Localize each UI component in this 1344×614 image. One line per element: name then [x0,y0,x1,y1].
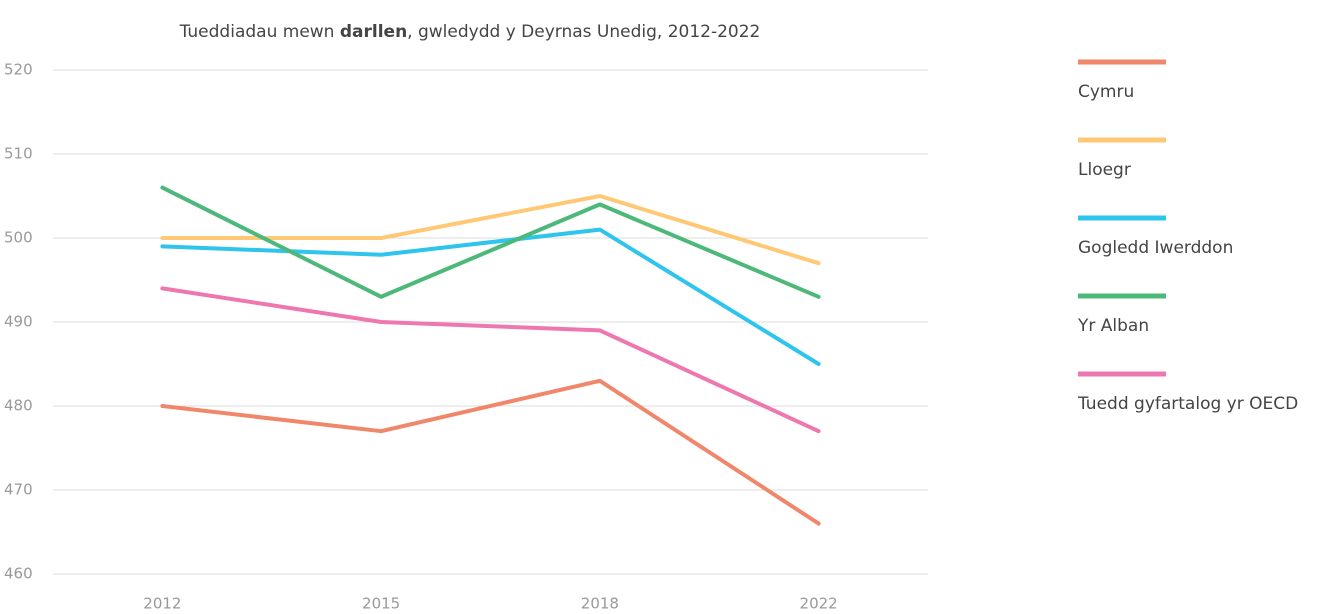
title-part: Tueddiadau mewn [179,22,340,42]
legend-label: Yr Alban [1077,316,1149,336]
series-line [160,194,821,266]
x-tick-label: 2015 [362,595,400,613]
y-tick-label: 460 [4,565,33,583]
chart-title: Tueddiadau mewn darllen, gwledydd y Deyr… [179,22,761,42]
x-tick-label: 2012 [143,595,181,613]
legend-label: Tuedd gyfartalog yr OECD [1077,394,1298,414]
y-tick-label: 490 [4,313,33,331]
y-tick-label: 470 [4,481,33,499]
x-tick-label: 2022 [800,595,838,613]
y-tick-label: 510 [4,145,33,163]
y-tick-label: 500 [4,229,33,247]
y-tick-label: 520 [4,61,33,79]
x-tick-label: 2018 [581,595,619,613]
legend-label: Lloegr [1078,160,1131,180]
series-line [160,378,821,526]
legend-label: Cymru [1078,82,1134,102]
title-part: darllen [340,22,407,42]
legend-label: Gogledd Iwerddon [1078,238,1233,258]
series-line [160,227,821,366]
series-line [160,286,821,434]
title-part: , gwledydd y Deyrnas Unedig, 2012-2022 [407,22,760,42]
y-tick-label: 480 [4,397,33,415]
series-line [160,185,821,299]
